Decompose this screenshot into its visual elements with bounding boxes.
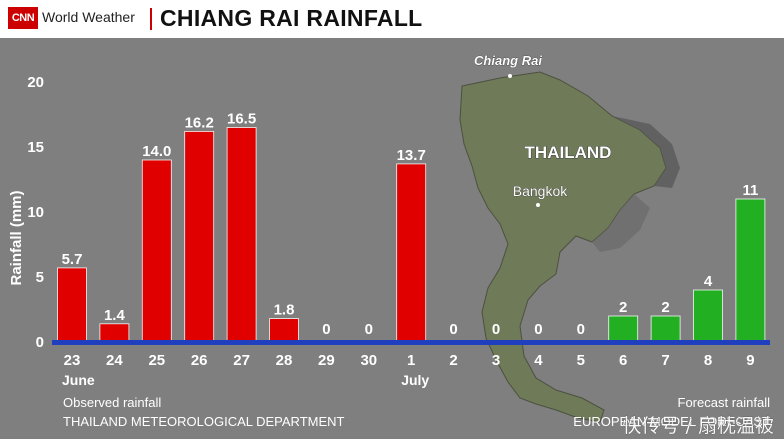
bar	[650, 315, 681, 343]
bar-value-label: 0	[449, 321, 457, 338]
x-tick-label: 23	[64, 352, 81, 369]
chiang-rai-marker	[508, 74, 512, 78]
bar-value-label: 11	[742, 182, 758, 199]
map-relief-shading	[592, 194, 650, 252]
bar-value-label: 0	[492, 321, 500, 338]
x-tick-label: 30	[360, 352, 377, 369]
thailand-map: Chiang Rai THAILAND Bangkok	[459, 53, 680, 423]
x-tick-label: 25	[148, 352, 165, 369]
header-bar: CNN World Weather CHIANG RAI RAINFALL	[0, 0, 784, 38]
map-label-thailand: THAILAND	[525, 143, 612, 162]
forecast-source: EUROPEAN MODEL FORECAST	[573, 414, 770, 429]
rainfall-chart: Chiang Rai THAILAND Bangkok Rainfall (mm…	[8, 53, 774, 438]
bar	[693, 289, 723, 343]
bar-value-label: 1.4	[104, 307, 126, 324]
x-tick-label: 5	[577, 352, 585, 369]
month-labels: June July	[62, 372, 429, 388]
y-tick-label: 15	[27, 139, 44, 156]
bar	[396, 163, 427, 343]
x-tick-label: 7	[661, 352, 669, 369]
x-tick-label: 28	[276, 352, 293, 369]
bar-value-label: 13.7	[397, 147, 426, 164]
bar-value-label: 0	[577, 321, 585, 338]
bar	[184, 131, 215, 343]
baseline	[52, 340, 770, 345]
page-title: CHIANG RAI RAINFALL	[160, 5, 423, 31]
y-axis-label: Rainfall (mm)	[8, 190, 25, 285]
map-relief-shading	[612, 116, 680, 188]
x-tick-label: 9	[746, 352, 754, 369]
bar	[608, 315, 639, 343]
bar-value-labels: 5.7 1.4 14.0 16.2 16.5 1.8 0 0 13.7 0 0 0 0 2 2 4 11	[62, 111, 759, 339]
forecast-rainfall-label: Forecast rainfall	[678, 395, 771, 410]
x-tick-label: 8	[704, 352, 712, 369]
bar-value-label: 14.0	[142, 143, 171, 160]
x-tick-label: 3	[492, 352, 500, 369]
x-tick-label: 1	[407, 352, 415, 369]
bar-value-label: 0	[365, 321, 373, 338]
bar-value-label: 2	[661, 299, 669, 316]
bar	[57, 267, 87, 343]
month-label: July	[401, 372, 429, 388]
bar	[735, 198, 766, 343]
bar-value-label: 4	[704, 273, 713, 290]
x-tick-label: 26	[191, 352, 208, 369]
map-label-bangkok: Bangkok	[513, 183, 568, 199]
y-tick-label: 5	[36, 269, 44, 286]
month-label: June	[62, 372, 95, 388]
network-name: World Weather	[42, 9, 135, 25]
y-tick-label: 0	[36, 334, 44, 351]
thailand-map-shape	[459, 71, 667, 423]
watermark: 快传号 / 扇枕温被	[623, 415, 774, 437]
x-tick-label: 24	[106, 352, 123, 369]
bar-value-label: 5.7	[62, 251, 83, 268]
y-tick-label: 20	[27, 74, 44, 91]
y-tick-label: 10	[27, 204, 44, 221]
bar	[141, 159, 172, 343]
observed-rainfall-label: Observed rainfall	[63, 395, 161, 410]
x-tick-label: 4	[534, 352, 543, 369]
bangkok-marker	[536, 203, 540, 207]
bar	[99, 323, 130, 343]
x-axis-ticks: 23 24 25 26 27 28 29 30 1 2 3 4 5 6 7 8 9	[64, 352, 755, 369]
chart-panel: Chiang Rai THAILAND Bangkok Rainfall (mm…	[0, 38, 784, 439]
x-tick-label: 6	[619, 352, 627, 369]
bar-value-label: 16.2	[185, 114, 214, 131]
x-tick-label: 2	[449, 352, 457, 369]
bar-value-label: 16.5	[227, 111, 256, 128]
bar	[226, 127, 257, 343]
map-label-chiang-rai: Chiang Rai	[474, 53, 542, 68]
bar-value-label: 0	[322, 321, 330, 338]
y-axis-ticks: 0 5 10 15 20	[27, 74, 44, 351]
bar	[269, 318, 299, 343]
cnn-logo: CNN	[8, 7, 38, 29]
bar-value-label: 2	[619, 299, 627, 316]
bar-value-label: 0	[534, 321, 542, 338]
bar-value-label: 1.8	[274, 302, 295, 319]
x-tick-label: 29	[318, 352, 335, 369]
observed-source: THAILAND METEOROLOGICAL DEPARTMENT	[63, 414, 345, 429]
x-tick-label: 27	[233, 352, 250, 369]
header-divider	[150, 8, 152, 30]
